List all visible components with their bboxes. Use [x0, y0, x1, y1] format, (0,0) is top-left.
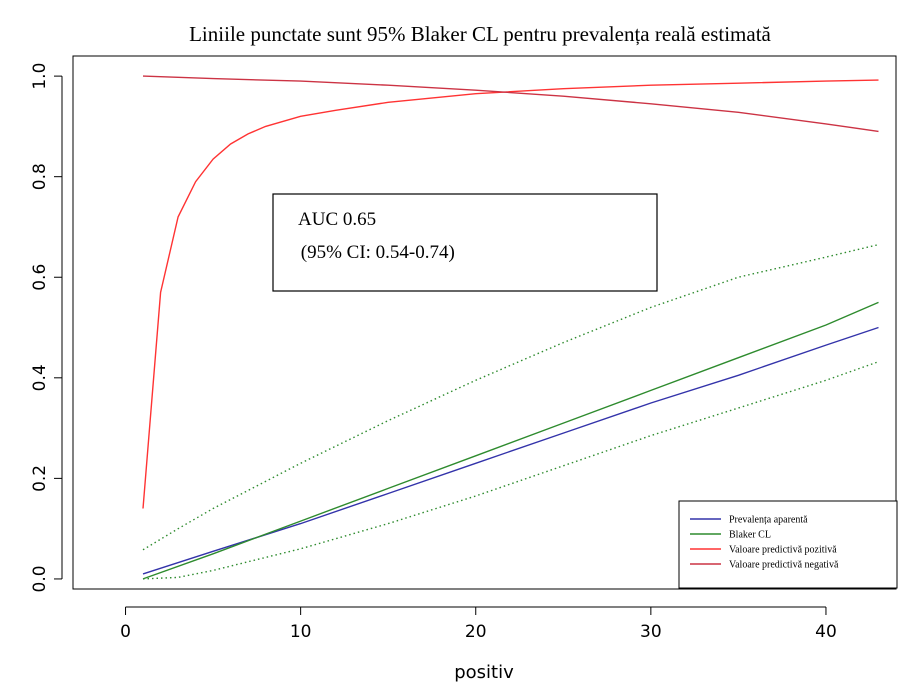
y-tick-label: 1.0 [30, 63, 50, 90]
chart-title: Liniile punctate sunt 95% Blaker CL pent… [189, 22, 771, 46]
legend-label: Valoare predictivă pozitivă [729, 545, 837, 556]
auc-line-2: (95% CI: 0.54-0.74) [296, 242, 455, 263]
x-tick-label: 0 [120, 622, 131, 642]
auc-box [272, 193, 658, 292]
y-axis: 0.0 0.2 0.4 0.6 0.8 1.0 [30, 63, 63, 592]
x-axis-label: positiv [454, 662, 514, 683]
x-axis: 0 10 20 30 40 [120, 606, 837, 642]
series-line-3 [142, 361, 879, 580]
legend-label: Valoare predictivă negativă [729, 560, 839, 571]
x-tick-label: 30 [640, 622, 662, 642]
plot-area-frame [72, 55, 897, 590]
y-tick-label: 0.8 [30, 163, 50, 190]
series-line-5 [142, 75, 879, 133]
auc-annotation: AUC 0.65 (95% CI: 0.54-0.74) [272, 193, 658, 292]
series-layer [142, 75, 879, 580]
series-line-2 [142, 243, 879, 551]
y-tick-label: 0.0 [30, 565, 50, 592]
auc-line-1: AUC 0.65 [298, 209, 376, 230]
x-tick-label: 40 [815, 622, 837, 642]
y-tick-label: 0.2 [30, 465, 50, 492]
x-tick-label: 10 [290, 622, 312, 642]
y-tick-label: 0.4 [30, 364, 50, 391]
x-tick-label: 20 [465, 622, 487, 642]
legend-label: Blaker CL [729, 530, 771, 541]
y-tick-label: 0.6 [30, 264, 50, 291]
legend: Prevalența aparentă Blaker CL Valoare pred… [678, 500, 898, 589]
legend-box [678, 500, 898, 589]
series-line-4 [142, 79, 879, 509]
legend-label: Prevalența aparentă [729, 515, 808, 526]
series-line-1 [142, 301, 879, 580]
